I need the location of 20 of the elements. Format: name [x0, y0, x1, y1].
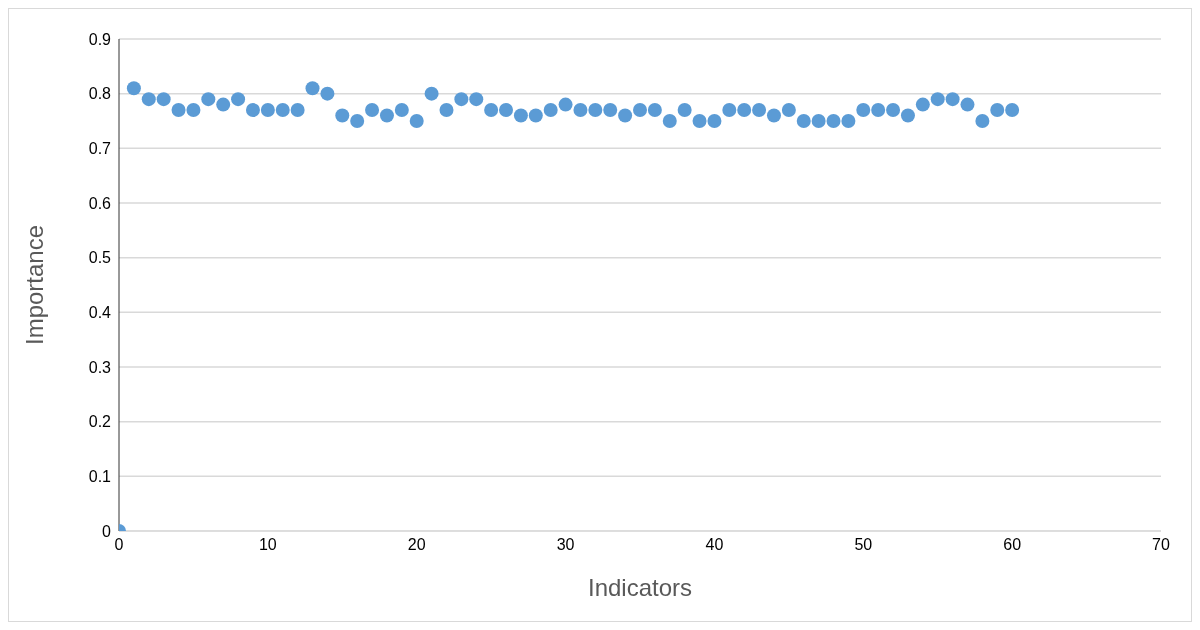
x-tick-label: 20 [407, 536, 426, 554]
y-tick-label: 0.8 [88, 85, 112, 103]
x-tick-label: 10 [258, 536, 277, 554]
x-tick-label: 40 [705, 536, 724, 554]
y-tick-label: 0.6 [88, 194, 112, 212]
y-tick-label: 0.2 [88, 413, 112, 431]
x-tick-label: 70 [1152, 536, 1170, 554]
y-tick-label: 0.5 [88, 249, 112, 267]
y-tick-label: 0.1 [88, 468, 112, 486]
y-tick-label: 0.4 [88, 304, 112, 322]
x-tick-label: 50 [854, 536, 873, 554]
x-axis-title: Indicators [587, 574, 693, 601]
y-tick-label: 0.9 [88, 30, 112, 48]
x-tick-label: 0 [114, 536, 124, 554]
y-tick-label: 0 [102, 522, 112, 540]
y-tick-label: 0.7 [88, 140, 112, 158]
y-tick-label: 0.3 [88, 358, 112, 376]
x-tick-label: 30 [556, 536, 575, 554]
y-axis-title: Importance [20, 224, 48, 346]
x-tick-label: 60 [1003, 536, 1022, 554]
